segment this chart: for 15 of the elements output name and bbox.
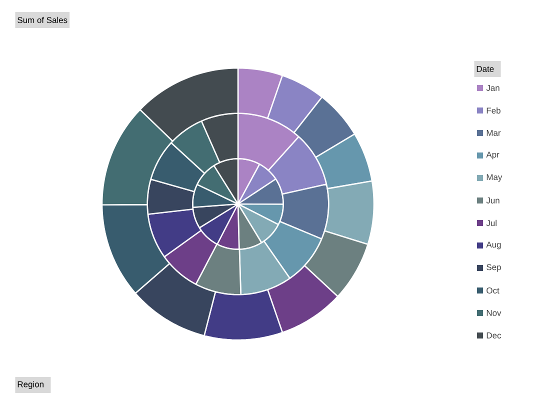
legend-label: Jan xyxy=(486,85,500,91)
legend-label: Apr xyxy=(486,152,500,160)
legend-label: Jul xyxy=(486,220,496,226)
text: Region xyxy=(18,381,44,389)
legend-label: Nov xyxy=(486,310,502,316)
chart-title: Sum of Sales xyxy=(18,16,68,24)
legend-label: May xyxy=(486,174,502,182)
legend-label: Mar xyxy=(486,130,501,136)
legend-label: Dec xyxy=(486,332,502,338)
legend-label: Feb xyxy=(486,107,500,114)
legend-label: Jun xyxy=(486,198,500,204)
legend-title: Date xyxy=(476,66,494,72)
legend-label: Aug xyxy=(486,242,501,250)
legend-label: Oct xyxy=(486,288,500,294)
legend-label: Sep xyxy=(486,264,501,272)
